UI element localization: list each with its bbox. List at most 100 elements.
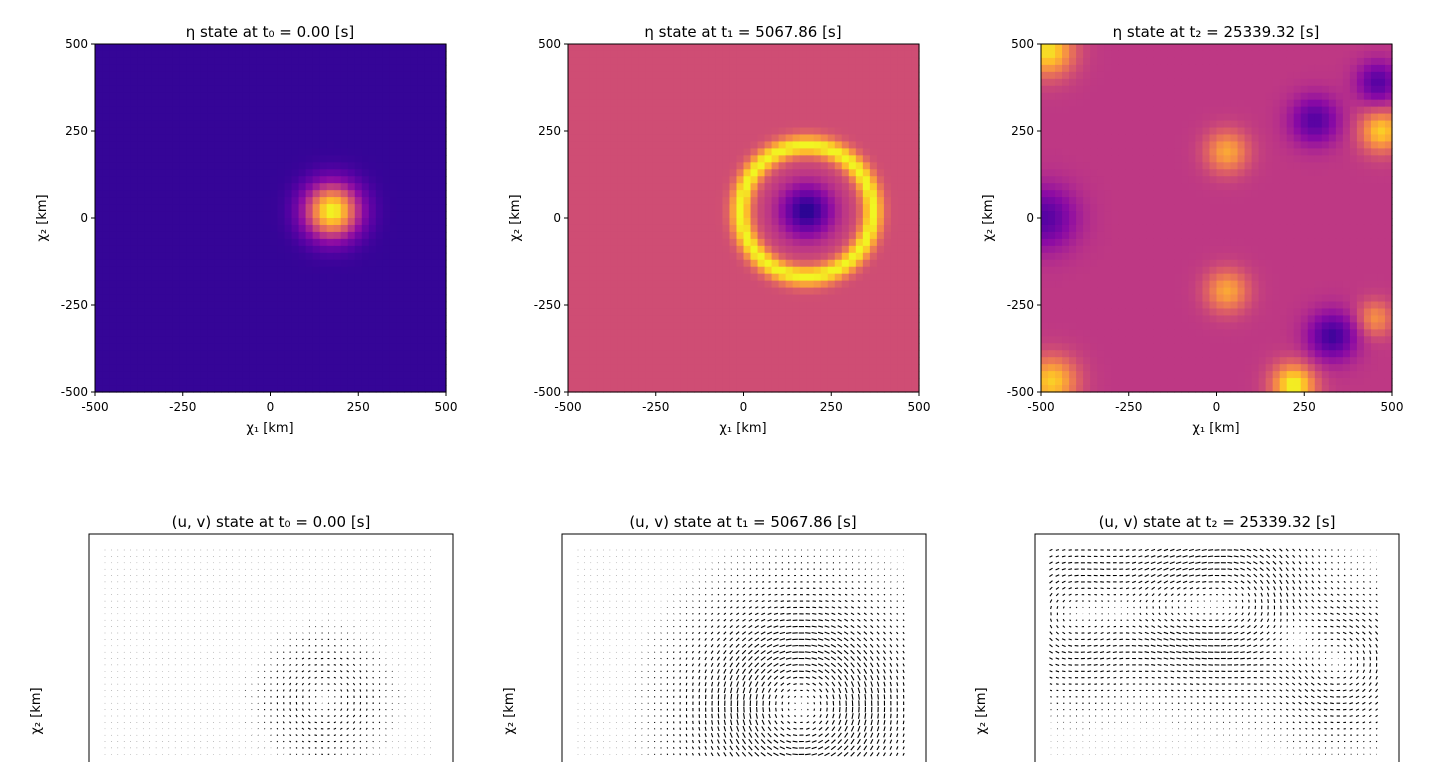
heatmap-cell <box>624 364 632 372</box>
heatmap-cell <box>806 224 815 233</box>
heatmap-cell <box>165 315 173 323</box>
heatmap-cell <box>389 50 398 59</box>
heatmap-cell <box>722 350 731 358</box>
heatmap-cell <box>568 224 576 233</box>
heatmap-cell <box>396 190 405 198</box>
heatmap-cell <box>813 343 822 351</box>
heatmap-cell <box>291 266 300 275</box>
heatmap-cell <box>144 224 152 233</box>
heatmap-cell <box>368 44 377 52</box>
heatmap-cell <box>862 176 871 184</box>
heatmap-cell <box>701 176 709 184</box>
heatmap-cell <box>270 148 279 156</box>
heatmap-cell <box>144 371 152 379</box>
heatmap-cell <box>813 155 822 163</box>
heatmap-cell <box>228 44 236 52</box>
heatmap-cell <box>778 78 787 87</box>
heatmap-cell <box>319 224 328 233</box>
heatmap-cell <box>382 190 391 198</box>
heatmap-cell <box>827 294 836 303</box>
heatmap-cell <box>172 294 180 303</box>
heatmap-cell <box>256 92 265 101</box>
heatmap-cell <box>207 120 215 129</box>
heatmap-cell <box>652 127 660 136</box>
heatmap-cell <box>249 50 258 59</box>
heatmap-cell <box>771 273 780 282</box>
heatmap-cell <box>207 231 215 240</box>
heatmap-cell <box>130 259 138 268</box>
heatmap-cell <box>715 224 724 233</box>
heatmap-cell <box>897 176 906 184</box>
heatmap-cell <box>424 155 433 163</box>
heatmap-cell <box>764 252 773 261</box>
heatmap-cell <box>778 57 787 66</box>
heatmap-cell <box>417 211 426 219</box>
heatmap-cell <box>862 218 871 226</box>
panel-title: η state at t₁ = 5067.86 [s] <box>644 23 841 41</box>
heatmap-cell <box>757 287 766 296</box>
heatmap-cell <box>333 287 342 296</box>
heatmap-cell <box>368 329 377 337</box>
heatmap-cell <box>575 343 583 351</box>
heatmap-cell <box>347 134 356 143</box>
heatmap-cell <box>799 322 808 330</box>
heatmap-cell <box>820 378 829 386</box>
heatmap-cell <box>116 155 124 163</box>
heatmap-cell <box>778 50 787 59</box>
heatmap-cell <box>179 218 187 226</box>
heatmap-cell <box>638 378 646 386</box>
heatmap-cell <box>256 162 265 170</box>
heatmap-cell <box>228 120 236 129</box>
heatmap-cell <box>729 211 738 219</box>
heatmap-cell <box>179 301 187 310</box>
heatmap-cell <box>806 134 815 143</box>
heatmap-cell <box>729 155 738 163</box>
heatmap-cell <box>687 57 695 66</box>
heatmap-cell <box>375 308 384 317</box>
heatmap-cell <box>130 308 138 317</box>
heatmap-cell <box>249 71 258 80</box>
heatmap-cell <box>841 113 850 122</box>
heatmap-cell <box>165 308 173 317</box>
heatmap-cell <box>340 85 349 94</box>
heatmap-cell <box>701 218 709 226</box>
heatmap-cell <box>904 183 913 191</box>
heatmap-cell <box>869 176 878 184</box>
heatmap-cell <box>200 204 208 212</box>
heatmap-cell <box>694 343 702 351</box>
heatmap-cell <box>708 322 717 330</box>
heatmap-cell <box>827 238 836 247</box>
heatmap-cell <box>242 211 251 219</box>
heatmap-cell <box>207 245 215 254</box>
heatmap-cell <box>680 44 688 52</box>
heatmap-cell <box>666 113 674 122</box>
heatmap-cell <box>109 176 117 184</box>
heatmap-cell <box>410 113 419 122</box>
heatmap-cell <box>235 273 244 282</box>
heatmap-cell <box>403 245 412 254</box>
heatmap-cell <box>771 371 780 379</box>
heatmap-cell <box>137 71 145 80</box>
heatmap-cell <box>673 336 681 344</box>
heatmap-cell <box>701 71 709 80</box>
heatmap-cell <box>687 162 695 170</box>
heatmap-cell <box>568 371 576 379</box>
heatmap-cell <box>897 238 906 247</box>
heatmap-cell <box>151 78 159 87</box>
heatmap-cell <box>193 343 201 351</box>
heatmap-cell <box>319 190 328 198</box>
heatmap-cell <box>382 336 391 344</box>
heatmap-cell <box>228 162 236 170</box>
heatmap-cell <box>403 211 412 219</box>
heatmap-cell <box>368 280 377 289</box>
heatmap-cell <box>200 273 208 282</box>
heatmap-cell <box>729 315 738 323</box>
heatmap-cell <box>424 252 433 261</box>
heatmap-cell <box>708 71 717 80</box>
heatmap-cell <box>883 322 892 330</box>
heatmap-cell <box>715 238 724 247</box>
heatmap-cell <box>827 343 836 351</box>
heatmap-cell <box>256 252 265 261</box>
heatmap-cell <box>95 301 103 310</box>
heatmap-cell <box>848 44 857 52</box>
